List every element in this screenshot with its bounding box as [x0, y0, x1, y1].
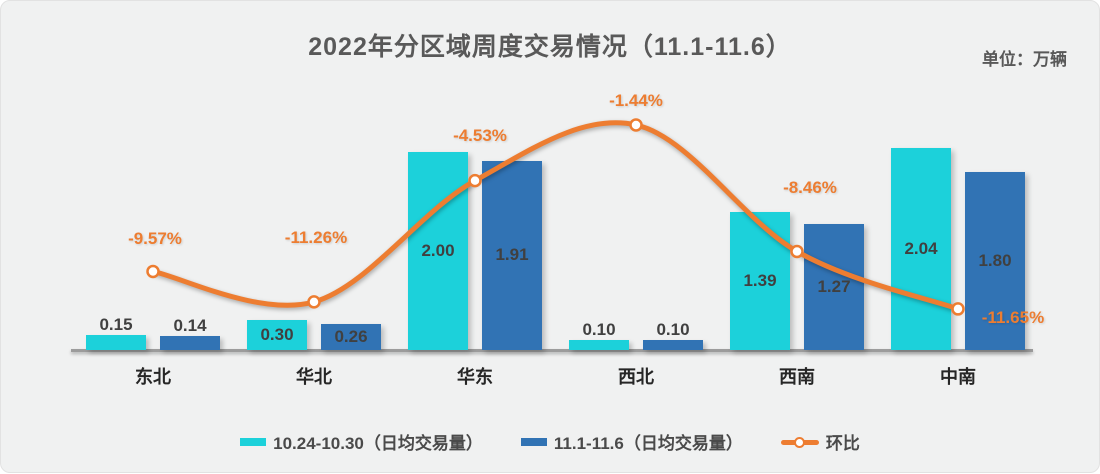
legend-item-week2: 11.1-11.6（日均交易量） — [520, 429, 743, 454]
trend-marker-3 — [629, 118, 643, 132]
bar-value-label-series2-3: 0.10 — [656, 320, 690, 340]
x-axis-label-3: 西北 — [618, 367, 654, 387]
bar-series1-0 — [86, 335, 146, 350]
legend: 10.24-10.30（日均交易量） 11.1-11.6（日均交易量） 环比 — [1, 429, 1099, 454]
trend-marker-4 — [790, 244, 804, 259]
legend-label-week2: 11.1-11.6（日均交易量） — [553, 434, 743, 453]
trend-label-3: -1.44% — [609, 90, 663, 110]
legend-label-trend: 环比 — [825, 434, 860, 453]
bar-value-label-series2-5: 1.80 — [978, 250, 1012, 270]
x-axis-label-4: 西南 — [779, 367, 815, 387]
trend-line-icon — [780, 436, 819, 448]
trend-label-4: -8.46% — [783, 178, 837, 198]
bar-series2-3 — [643, 340, 703, 350]
bar-value-label-series1-4: 1.39 — [743, 271, 777, 291]
trend-label-1: -11.26% — [284, 227, 348, 247]
bar-value-label-series2-2: 1.91 — [495, 245, 529, 265]
legend-swatch-week1 — [240, 437, 267, 446]
x-axis-label-5: 中南 — [940, 367, 976, 387]
x-axis-label-0: 东北 — [135, 367, 171, 387]
x-axis-label-2: 华东 — [457, 367, 493, 387]
bar-value-label-series2-1: 0.26 — [334, 327, 368, 347]
bar-series2-1 — [321, 324, 381, 350]
unit-label: 单位：万辆 — [982, 50, 1067, 69]
legend-item-week1: 10.24-10.30（日均交易量） — [240, 429, 483, 454]
bar-series1-1 — [247, 320, 307, 350]
legend-swatch-week2 — [520, 437, 547, 446]
legend-item-trend: 环比 — [780, 429, 860, 454]
trend-marker-1 — [307, 295, 321, 309]
bar-value-label-series1-2: 2.00 — [421, 241, 455, 260]
trend-marker-2 — [468, 173, 482, 188]
bar-series2-0 — [160, 336, 220, 350]
legend-label-week1: 10.24-10.30（日均交易量） — [273, 434, 483, 453]
trend-label-2: -4.53% — [453, 125, 507, 145]
bar-series1-3 — [569, 340, 629, 350]
bar-value-label-series1-3: 0.10 — [582, 320, 616, 340]
trend-marker-5 — [951, 302, 965, 316]
trend-label-0: -9.57% — [128, 229, 182, 249]
bar-value-label-series2-0: 0.14 — [173, 316, 207, 336]
bar-value-label-series2-4: 1.27 — [817, 277, 851, 297]
x-axis-line — [71, 349, 1033, 352]
bar-value-label-series1-1: 0.30 — [260, 325, 294, 345]
x-axis-label-1: 华北 — [296, 367, 332, 387]
trend-marker-0 — [146, 264, 160, 279]
bar-series2-5 — [965, 171, 1025, 350]
trend-label-5: -11.65% — [981, 307, 1045, 327]
chart-title: 2022年分区域周度交易情况（11.1-11.6） — [308, 33, 792, 61]
bar-value-label-series1-5: 2.04 — [904, 239, 938, 259]
bar-value-label-series1-0: 0.15 — [99, 315, 133, 335]
